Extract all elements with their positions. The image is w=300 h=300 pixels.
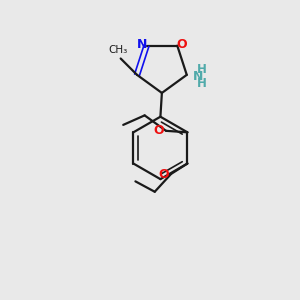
Text: N: N <box>137 38 147 51</box>
Text: O: O <box>176 38 187 51</box>
Text: N: N <box>193 70 203 83</box>
Text: H: H <box>197 63 207 76</box>
Text: CH₃: CH₃ <box>109 45 128 55</box>
Text: O: O <box>154 124 164 137</box>
Text: O: O <box>159 168 169 181</box>
Text: H: H <box>197 77 207 90</box>
